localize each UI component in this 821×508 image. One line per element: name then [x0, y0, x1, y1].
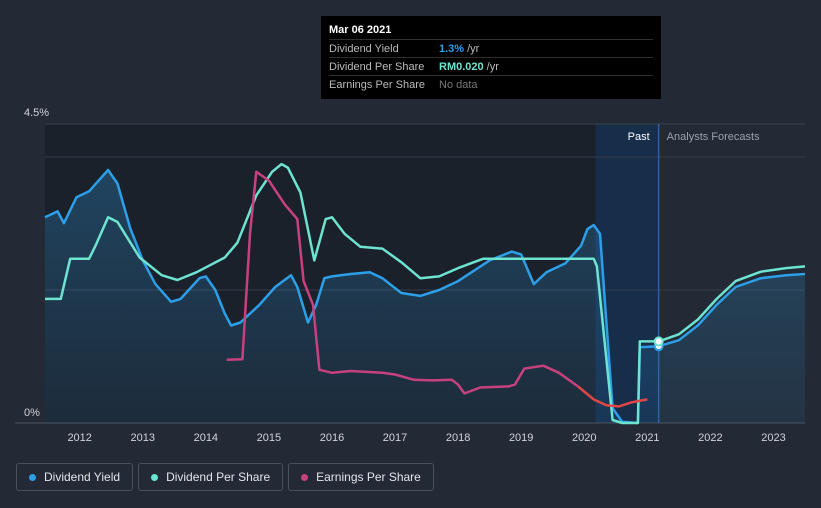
- legend-item-earnings-per-share[interactable]: Earnings Per Share: [288, 463, 434, 491]
- legend-dot-icon: [151, 473, 159, 481]
- tooltip-row-label: Dividend Per Share: [329, 60, 425, 73]
- dividend-per-share-hover-marker: [653, 336, 664, 347]
- x-tick-label: 2013: [131, 432, 155, 444]
- legend: Dividend Yield Dividend Per Share Earnin…: [16, 463, 434, 491]
- x-tick-label: 2022: [698, 432, 722, 444]
- legend-label: Dividend Yield: [44, 470, 121, 484]
- earnings-per-share-line-negative: [577, 385, 648, 408]
- x-tick-label: 2023: [761, 432, 785, 444]
- series-layer: [44, 162, 806, 425]
- legend-item-dividend-per-share[interactable]: Dividend Per Share: [138, 463, 284, 491]
- forecast-label: Analysts Forecasts: [667, 131, 760, 143]
- tooltip: Mar 06 2021 Dividend Yield 1.3% /yr Divi…: [321, 16, 661, 99]
- x-tick-label: 2021: [635, 432, 659, 444]
- tooltip-row-unit: /yr: [486, 60, 499, 73]
- legend-label: Dividend Per Share: [166, 470, 271, 484]
- y-tick-top: 4.5%: [24, 107, 49, 119]
- x-tick-label: 2017: [383, 432, 407, 444]
- x-tick-label: 2012: [67, 432, 91, 444]
- tooltip-row-nodata: No data: [439, 78, 478, 91]
- legend-dot-icon: [301, 473, 309, 481]
- x-axis: 2012 2013 2014 2015 2016 2017 2018 2019 2020 2021…: [67, 432, 785, 444]
- legend-label: Earnings Per Share: [316, 470, 421, 484]
- tooltip-row-dividend-per-share: Dividend Per Share RM0.020 /yr: [329, 57, 653, 75]
- x-tick-label: 2016: [320, 432, 344, 444]
- x-tick-label: 2015: [257, 432, 281, 444]
- tooltip-row-dividend-yield: Dividend Yield 1.3% /yr: [329, 39, 653, 57]
- tooltip-date: Mar 06 2021: [329, 24, 392, 36]
- earnings-per-share-line: [226, 170, 579, 395]
- x-tick-label: 2014: [194, 432, 218, 444]
- tooltip-row-value: 1.3%: [439, 42, 465, 55]
- legend-item-dividend-yield[interactable]: Dividend Yield: [16, 463, 134, 491]
- x-tick-label: 2020: [572, 432, 596, 444]
- x-tick-label: 2018: [446, 432, 470, 444]
- tooltip-row-unit: /yr: [467, 42, 480, 55]
- tooltip-row-label: Dividend Yield: [329, 42, 399, 55]
- legend-dot-icon: [29, 473, 36, 481]
- tooltip-row-label: Earnings Per Share: [329, 78, 425, 91]
- tooltip-row-earnings-per-share: Earnings Per Share No data: [329, 75, 653, 93]
- x-tick-label: 2019: [509, 432, 533, 444]
- past-label: Past: [628, 131, 650, 143]
- tooltip-row-value: RM0.020: [439, 60, 484, 73]
- y-tick-bottom: 0%: [24, 407, 40, 419]
